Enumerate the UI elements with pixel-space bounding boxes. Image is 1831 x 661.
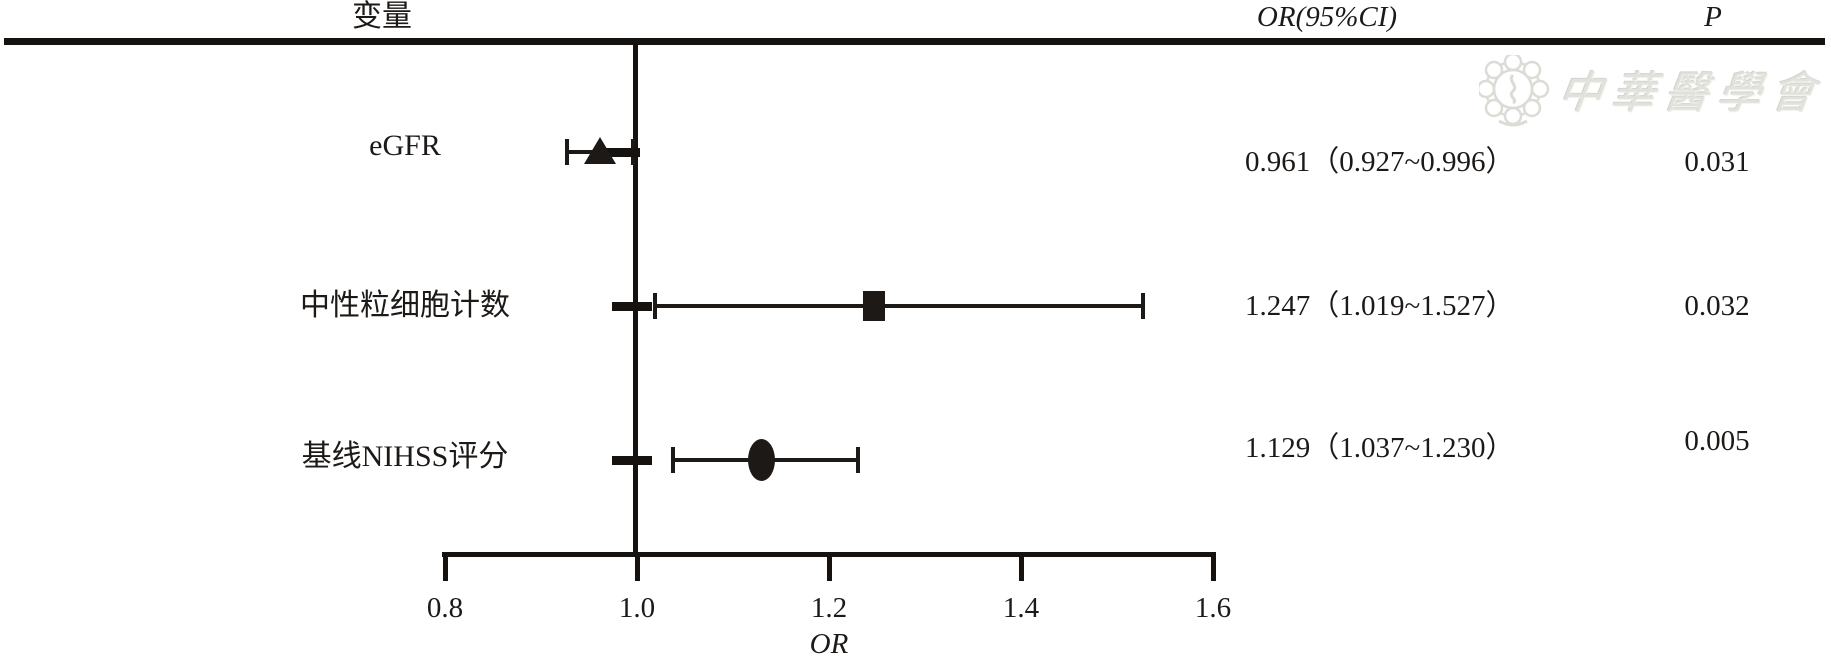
x-tick-label: 1.0 [618, 592, 656, 624]
x-tick-label: 1.6 [1194, 592, 1232, 624]
point-estimate-circle [747, 439, 775, 481]
ci-cap-low [653, 293, 658, 319]
column-header-or-ci: OR(95%CI) [1256, 1, 1398, 33]
axis-stub [606, 148, 640, 157]
row-label-2: 基线NIHSS评分 [301, 440, 509, 473]
row-label-0: eGFR [369, 129, 441, 162]
column-header-p: P [1704, 1, 1722, 33]
ci-cap-high [1140, 293, 1145, 319]
x-tick [443, 552, 448, 581]
p-value: 0.032 [1684, 290, 1750, 322]
x-tick [1211, 552, 1216, 581]
reference-line-or-1 [633, 45, 638, 557]
x-tick [635, 552, 640, 581]
x-tick [827, 552, 832, 581]
point-estimate-square [863, 291, 886, 321]
row-label-1: 中性粒细胞计数 [300, 289, 510, 322]
p-value: 0.005 [1684, 425, 1750, 457]
point-estimate-triangle [583, 137, 616, 164]
x-tick [1019, 552, 1024, 581]
ci-cap-low [564, 139, 569, 165]
ci-line [655, 304, 1143, 308]
x-tick-label: 1.4 [1002, 592, 1040, 624]
header-rule [4, 38, 1825, 45]
column-header-variable: 变量 [352, 0, 412, 33]
axis-stub [612, 302, 652, 311]
p-value: 0.031 [1684, 146, 1750, 178]
cma-watermark: 中華醫學會 [1476, 52, 1827, 130]
cma-seal-icon [1476, 52, 1550, 127]
or-ci-value: 0.961（0.927~0.996） [1245, 146, 1515, 178]
or-ci-value: 1.247（1.019~1.527） [1245, 290, 1515, 322]
cma-watermark-text: 中華醫學會 [1554, 69, 1827, 118]
or-ci-value: 1.129（1.037~1.230） [1245, 432, 1515, 464]
ci-cap-high [855, 447, 860, 473]
ci-cap-low [670, 447, 675, 473]
x-tick-label: 0.8 [426, 592, 464, 624]
x-axis-title: OR [809, 628, 849, 660]
axis-stub [612, 456, 652, 465]
x-tick-label: 1.2 [810, 592, 848, 624]
